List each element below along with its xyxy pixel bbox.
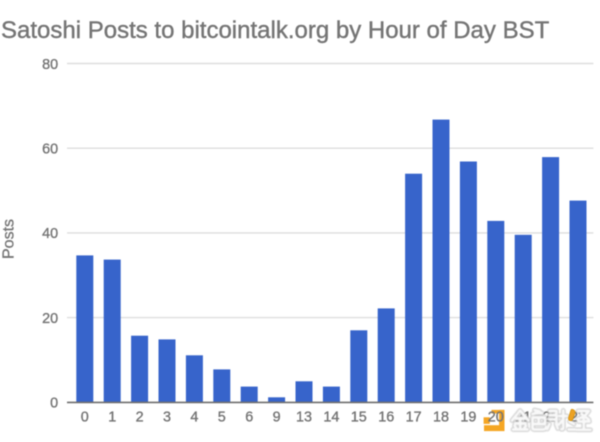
svg-text:4: 4 [190,409,198,425]
svg-text:17: 17 [406,409,422,425]
svg-text:20: 20 [42,311,58,327]
svg-text:9: 9 [273,409,281,425]
svg-text:3: 3 [163,409,171,425]
svg-text:1: 1 [108,409,116,425]
svg-text:Satoshi Posts to bitcointalk.o: Satoshi Posts to bitcointalk.org by Hour… [1,17,550,44]
svg-text:20: 20 [488,409,504,425]
svg-text:13: 13 [296,409,312,425]
svg-text:19: 19 [460,409,476,425]
svg-text:14: 14 [323,409,339,425]
svg-text:6: 6 [245,409,253,425]
svg-text:80: 80 [42,57,58,73]
svg-text:60: 60 [42,141,58,157]
svg-text:40: 40 [42,226,58,242]
svg-text:16: 16 [378,409,394,425]
svg-text:18: 18 [433,409,449,425]
svg-text:0: 0 [81,409,89,425]
svg-text:2: 2 [136,409,144,425]
svg-text:0: 0 [50,396,58,412]
svg-text:15: 15 [351,409,367,425]
svg-text:5: 5 [218,409,226,425]
svg-text:Posts: Posts [1,219,18,259]
